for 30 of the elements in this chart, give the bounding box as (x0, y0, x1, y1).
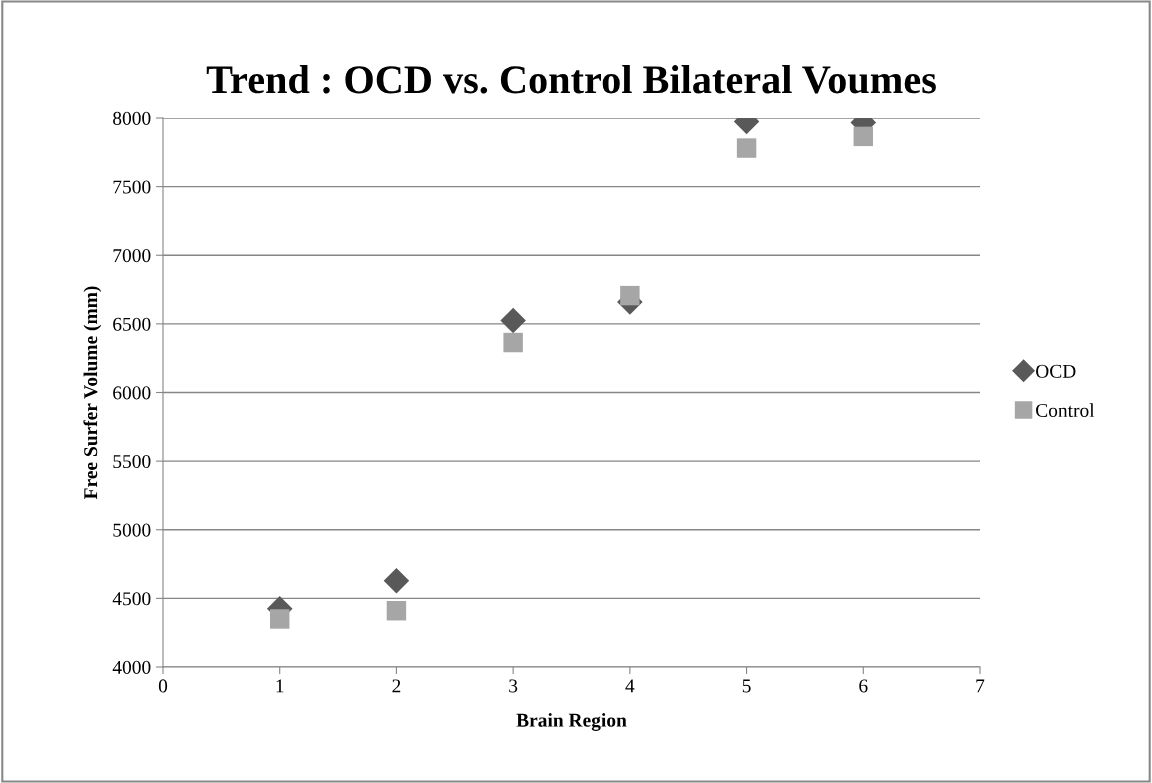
chart-title: Trend : OCD vs. Control Bilateral Voumes (206, 65, 936, 94)
x-tick-label: 7 (976, 679, 985, 693)
x-tick-label: 4 (625, 679, 635, 693)
y-tick-label: 4500 (112, 592, 151, 606)
y-tick-label: 6000 (113, 386, 151, 400)
y-tick-label: 5500 (113, 454, 151, 469)
y-tick-label: 4000 (112, 660, 151, 674)
y-tick-label: 5000 (113, 523, 151, 537)
y-axis-title: Free Surfer Volume (mm) (83, 286, 102, 500)
point (500, 307, 526, 334)
x-tick-label: 3 (509, 679, 518, 693)
point (269, 609, 290, 629)
legend-label: OCD (1036, 364, 1076, 378)
y-tick-label: 8000 (113, 111, 151, 125)
x-tick-label: 2 (392, 679, 401, 693)
x-tick-label: 0 (158, 679, 168, 693)
point (620, 285, 640, 306)
y-tick-label: 7500 (113, 180, 151, 194)
legend-label: Control (1036, 403, 1095, 417)
x-tick-label: 5 (742, 679, 751, 693)
point (386, 601, 407, 621)
point (853, 126, 874, 147)
x-axis-title: Brain Region (516, 713, 627, 731)
point (383, 568, 410, 594)
y-tick-label: 7000 (113, 249, 151, 263)
point (503, 332, 523, 353)
point (736, 138, 757, 158)
y-tick-label: 6500 (113, 317, 151, 331)
x-tick-label: 1 (276, 679, 284, 693)
x-tick-label: 6 (859, 679, 868, 693)
